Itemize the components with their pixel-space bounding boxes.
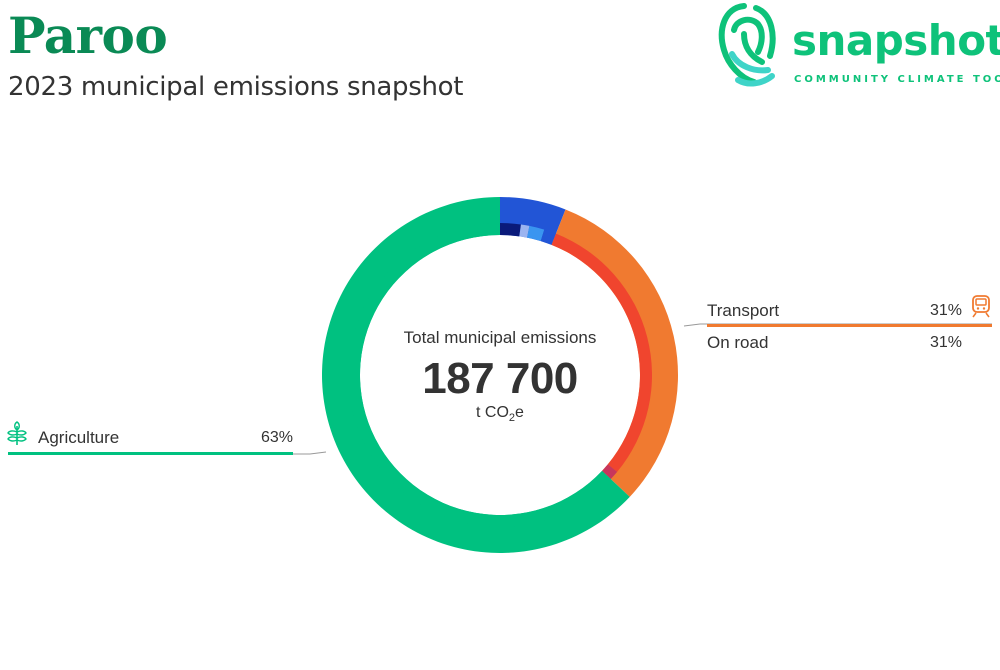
callout-agriculture-bar: [8, 452, 293, 455]
train-icon: [972, 295, 990, 318]
unit-suffix: e: [515, 404, 524, 421]
inner-slice-blue-sector-3[interactable]: [540, 229, 556, 245]
callout-on-road-percent: 31%: [929, 334, 962, 351]
inner-ring: [347, 223, 653, 527]
inner-slice-blue-sector-0[interactable]: [500, 223, 521, 237]
unit-prefix: t CO: [476, 404, 509, 421]
wheat-icon: [7, 421, 27, 445]
callout-transport-percent: 31%: [929, 302, 962, 319]
outer-slice-transport-1[interactable]: [551, 209, 679, 497]
inner-slice-blue-sector-1[interactable]: [519, 224, 530, 238]
callout-transport-label: Transport: [707, 301, 780, 320]
logo-wordmark: snapshot: [792, 16, 1000, 65]
page-title: Paroo: [8, 6, 168, 65]
inner-slice-transport-5[interactable]: [602, 464, 618, 480]
outer-slice-agriculture-2[interactable]: [322, 197, 630, 553]
callout-agriculture-label: Agriculture: [38, 428, 120, 447]
fingerprint-icon: [718, 3, 776, 87]
logo-tagline: COMMUNITY CLIMATE TOOL: [794, 74, 1000, 85]
callout-on-road-label: On road: [707, 333, 769, 352]
inner-slice-blue-sector-2[interactable]: [527, 225, 545, 242]
total-emissions-value: 187 700: [422, 354, 578, 403]
inner-slice-transport-4[interactable]: [551, 233, 653, 472]
total-emissions-unit: t CO2e: [360, 404, 640, 424]
inner-slice-agriculture-6[interactable]: [347, 223, 611, 527]
total-emissions-label: Total municipal emissions: [403, 328, 597, 347]
callout-agriculture-percent: 63%: [260, 429, 293, 446]
snapshot-logo[interactable]: snapshot COMMUNITY CLIMATE TOOL: [714, 0, 1000, 92]
unit-subscript: 2: [508, 412, 516, 425]
page-subtitle: 2023 municipal emissions snapshot: [8, 72, 464, 102]
callout-transport-bar: [707, 324, 992, 327]
